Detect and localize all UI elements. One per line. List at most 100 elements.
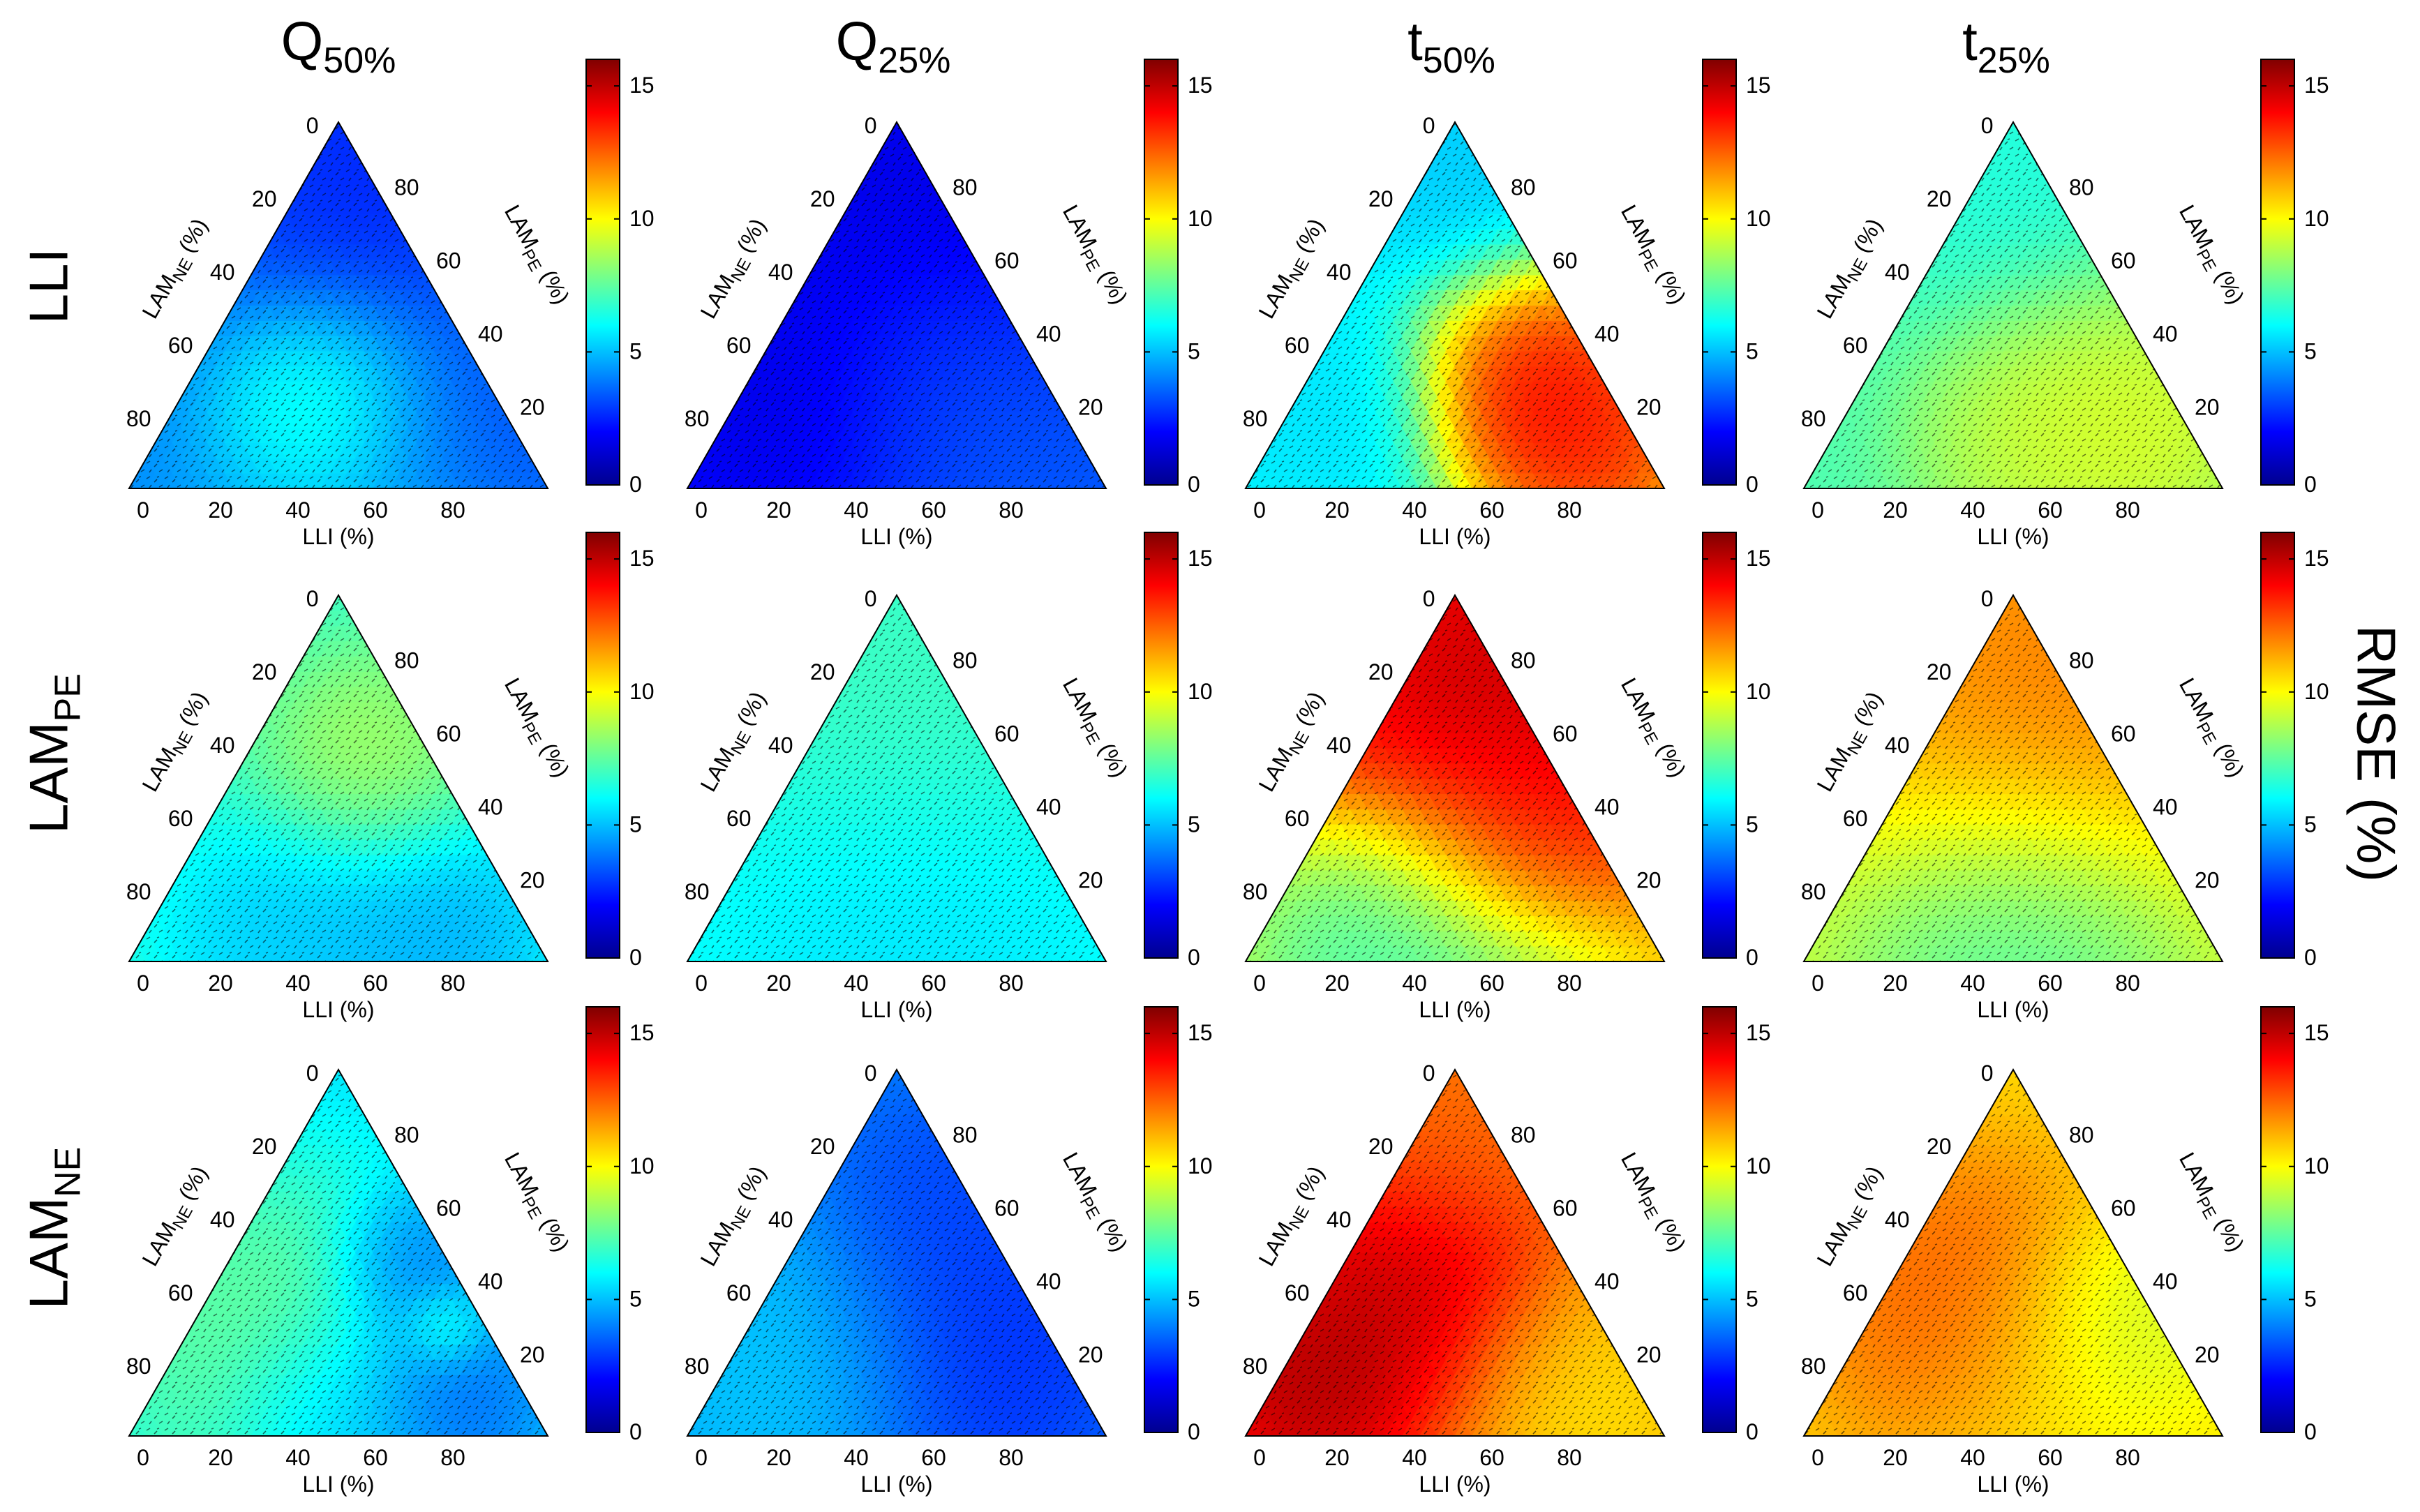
left-axis-label: LAMNE (%)	[695, 687, 775, 798]
colorbar	[1144, 59, 1179, 486]
triangulation-overlay	[129, 595, 548, 961]
left-tick-label: 60	[168, 333, 193, 358]
colorbar-tick-label: 5	[2304, 338, 2317, 364]
bottom-tick-label: 80	[2115, 497, 2140, 523]
right-tick-label: 80	[394, 175, 419, 200]
left-axis-label: LAMNE (%)	[1812, 687, 1891, 798]
bottom-tick-label: 80	[440, 497, 465, 523]
left-tick-label: 0	[306, 113, 319, 138]
triangulation-overlay	[1246, 595, 1664, 961]
bottom-axis-label: LLI (%)	[1419, 524, 1491, 549]
bottom-tick-label: 80	[1557, 497, 1582, 523]
colorbar	[1702, 532, 1737, 959]
bottom-tick-label: 60	[921, 971, 946, 996]
colorbar-tick-label: 15	[629, 546, 655, 571]
bottom-tick-label: 60	[1479, 497, 1504, 523]
right-tick-label: 60	[2111, 248, 2136, 274]
left-tick-label: 60	[168, 806, 193, 831]
bottom-tick-label: 80	[999, 497, 1024, 523]
colorbar-tick-label: 10	[2304, 206, 2329, 231]
right-tick-label: 40	[2153, 322, 2178, 347]
bottom-tick-label: 60	[921, 497, 946, 523]
right-axis-label: LAMPE (%)	[495, 674, 574, 784]
bottom-tick-label: 60	[2038, 971, 2063, 996]
right-tick-label: 60	[2111, 721, 2136, 747]
right-tick-label: 80	[953, 648, 978, 673]
colorbar-tick-label: 10	[629, 206, 655, 231]
right-axis-label: LAMPE (%)	[1612, 674, 1691, 784]
right-tick-label: 20	[1636, 868, 1661, 893]
colorbar-tick-label: 15	[1746, 73, 1771, 98]
bottom-tick-label: 40	[1960, 497, 1985, 523]
colorbar-tick-label: 5	[1188, 338, 1200, 364]
left-tick-label: 60	[1843, 333, 1868, 358]
triangulation-overlay	[687, 122, 1106, 488]
left-tick-label: 60	[1843, 806, 1868, 831]
left-tick-label: 40	[1885, 733, 1910, 758]
bottom-tick-label: 60	[363, 497, 388, 523]
bottom-tick-label: 0	[695, 971, 708, 996]
colorbar-tick-label: 15	[1746, 546, 1771, 571]
left-tick-label: 40	[1885, 260, 1910, 285]
triangle-border	[128, 120, 549, 489]
right-axis-label: LAMPE (%)	[1612, 201, 1691, 311]
colorbar-tick-label: 10	[1188, 679, 1213, 704]
left-tick-label: 0	[1981, 586, 1994, 611]
left-tick-label: 20	[810, 186, 835, 211]
right-tick-label: 40	[1036, 322, 1061, 347]
bottom-tick-label: 60	[2038, 497, 2063, 523]
colorbar	[1702, 59, 1737, 486]
column-title-t50: t50%	[1407, 10, 1495, 81]
left-tick-label: 0	[1981, 113, 1994, 138]
panels-layer: 0 20 40 60 80 LLI (%) 0 20 40 60 80 LAMNE (%) 80 60 40…	[126, 59, 2329, 1497]
left-tick-label: 80	[1801, 406, 1826, 431]
right-tick-label: 80	[2069, 175, 2094, 200]
colorbar-tick-label: 5	[1188, 811, 1200, 837]
bottom-tick-label: 40	[1960, 971, 1985, 996]
bottom-tick-label: 20	[1324, 497, 1350, 523]
bottom-tick-label: 0	[1812, 971, 1824, 996]
triangulation-overlay	[687, 595, 1106, 961]
right-axis-label: LAMPE (%)	[2170, 674, 2249, 784]
right-tick-label: 80	[1511, 175, 1536, 200]
right-tick-label: 40	[2153, 795, 2178, 820]
colorbar-tick-label: 15	[2304, 546, 2329, 571]
colorbar	[2260, 59, 2295, 486]
colorbar	[2260, 532, 2295, 959]
right-tick-label: 60	[994, 248, 1019, 274]
triangulation-overlay	[1804, 122, 2223, 488]
right-tick-label: 80	[394, 648, 419, 673]
bottom-tick-label: 0	[137, 497, 149, 523]
colorbar-tick-label: 15	[629, 73, 655, 98]
left-tick-label: 0	[865, 586, 877, 611]
left-tick-label: 80	[1243, 406, 1268, 431]
column-title-q25: Q25%	[835, 10, 951, 81]
right-tick-label: 80	[2069, 648, 2094, 673]
triangulation-overlay	[1804, 595, 2223, 961]
bottom-tick-label: 0	[695, 497, 708, 523]
colorbar-tick-label: 0	[2304, 945, 2317, 970]
colorbar-tick-label: 0	[1188, 945, 1200, 970]
bottom-tick-label: 0	[1253, 971, 1266, 996]
bottom-tick-label: 40	[285, 971, 311, 996]
left-axis-label: LAMNE (%)	[137, 687, 216, 798]
left-tick-label: 40	[768, 733, 793, 758]
colorbar-tick-label: 5	[629, 811, 642, 837]
left-axis-label: LAMNE (%)	[695, 214, 775, 325]
colorbar-tick-label: 15	[1188, 73, 1213, 98]
bottom-tick-label: 80	[999, 971, 1024, 996]
left-tick-label: 60	[726, 333, 752, 358]
left-tick-label: 80	[126, 406, 151, 431]
right-tick-label: 40	[1594, 795, 1620, 820]
right-tick-label: 60	[436, 721, 461, 747]
bottom-tick-label: 40	[1402, 497, 1427, 523]
right-tick-label: 20	[2195, 395, 2220, 420]
